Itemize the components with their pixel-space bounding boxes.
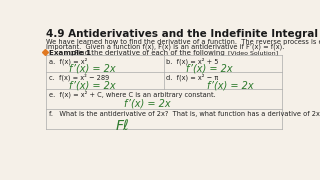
Text: f’(x) = 2x: f’(x) = 2x — [124, 99, 170, 109]
Text: a.  f(x) = x²: a. f(x) = x² — [49, 57, 87, 64]
Text: e.  f(x) = x² + C, where C is an arbitrary constant.: e. f(x) = x² + C, where C is an arbitrar… — [49, 91, 215, 98]
Text: f’(x) = 2x: f’(x) = 2x — [207, 81, 253, 91]
Text: f’(x) = 2x: f’(x) = 2x — [69, 81, 116, 91]
Text: Fℓ: Fℓ — [116, 119, 130, 133]
Text: f.   What is the antiderivative of 2x?  That is, what function has a derivative : f. What is the antiderivative of 2x? Tha… — [49, 111, 320, 117]
Text: c.  f(x) = x² − 289: c. f(x) = x² − 289 — [49, 74, 109, 82]
Text: d.  f(x) = x² − π: d. f(x) = x² − π — [166, 74, 219, 82]
Text: b.  f(x) = x² + 5: b. f(x) = x² + 5 — [166, 57, 219, 64]
Text: Example 1: Example 1 — [49, 50, 91, 56]
Text: 4.9 Antiderivatives and the Indefinite Integral: 4.9 Antiderivatives and the Indefinite I… — [46, 29, 318, 39]
Text: f’(x) = 2x: f’(x) = 2x — [186, 64, 232, 74]
Text: f’(x) = 2x: f’(x) = 2x — [69, 64, 116, 74]
Text: important.  Given a function f(x), F(x) is an antiderivative if F’(x) = f(x).: important. Given a function f(x), F(x) i… — [46, 44, 284, 50]
Text: We have learned how to find the derivative of a function.  The reverse process i: We have learned how to find the derivati… — [46, 39, 320, 44]
Text: : Find the derivative of each of the following: : Find the derivative of each of the fol… — [70, 50, 225, 56]
Text: [Video Solution]: [Video Solution] — [228, 50, 278, 55]
